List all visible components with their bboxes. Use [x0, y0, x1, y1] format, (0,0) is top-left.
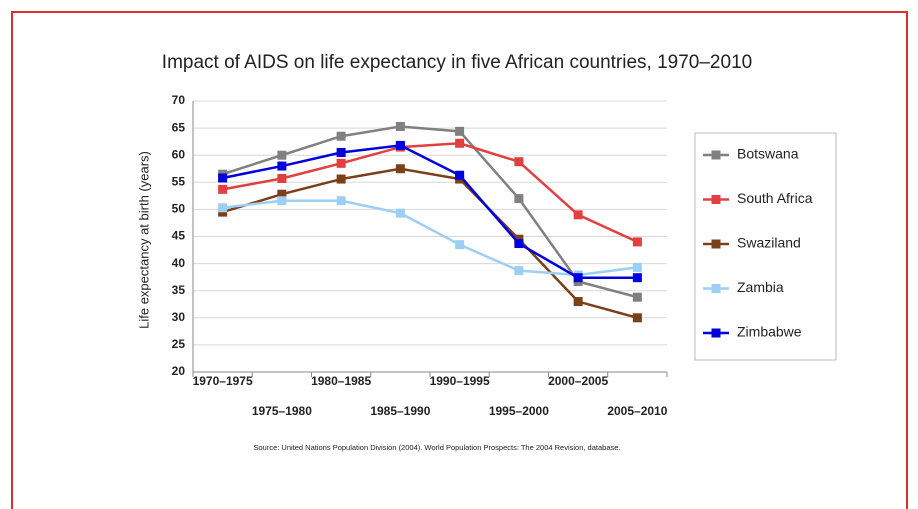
series-line — [222, 144, 638, 279]
series-marker — [632, 273, 642, 283]
y-tick-label: 40 — [172, 256, 186, 270]
y-tick-label: 20 — [172, 364, 186, 378]
series-line — [222, 167, 638, 320]
series-marker — [277, 161, 287, 171]
series-line — [222, 142, 638, 244]
series-marker — [455, 170, 465, 180]
frame — [11, 11, 908, 509]
y-tick-label: 35 — [172, 283, 186, 297]
series-marker — [573, 210, 583, 220]
y-tick-label: 65 — [172, 120, 186, 134]
y-tick-label: 30 — [172, 310, 186, 324]
legend-swatch — [711, 284, 721, 293]
y-tick-label: 45 — [172, 229, 186, 243]
legend-label: Zimbabwe — [737, 324, 802, 340]
y-tick-label: 25 — [172, 337, 186, 351]
y-axis-label: Life expectancy at birth (years) — [136, 151, 151, 329]
series-marker — [632, 313, 642, 323]
legend-label: Zambia — [737, 279, 784, 295]
series-marker — [277, 189, 287, 199]
series-marker — [218, 173, 228, 183]
legend-swatch — [711, 150, 721, 160]
series-marker — [455, 138, 465, 148]
x-tick-label: 1980–1985 — [311, 374, 371, 388]
series-marker — [632, 237, 642, 247]
legend-swatch — [711, 239, 721, 249]
y-tick-label: 60 — [172, 147, 186, 161]
x-tick-label: 1970–1975 — [193, 374, 253, 388]
series-marker — [336, 196, 346, 206]
source-note: Source: United Nations Population Divisi… — [253, 443, 620, 452]
series-line — [222, 125, 638, 299]
series-marker — [514, 239, 524, 249]
legend-swatch — [711, 195, 721, 204]
x-tick-label: 1975–1980 — [252, 404, 312, 418]
series-marker — [277, 196, 287, 206]
series-marker — [218, 203, 228, 213]
series-marker — [218, 184, 228, 194]
legend-label: South Africa — [737, 190, 813, 206]
series-marker — [455, 126, 465, 136]
legend-label: Botswana — [737, 146, 799, 162]
y-tick-label: 55 — [172, 174, 186, 188]
x-tick-label: 2000–2005 — [548, 374, 608, 388]
series-marker — [277, 174, 287, 184]
series-marker — [632, 292, 642, 302]
series-marker — [514, 194, 524, 204]
series-marker — [395, 140, 405, 150]
x-tick-label: 1985–1990 — [370, 404, 430, 418]
x-tick-label: 1995–2000 — [489, 404, 549, 418]
series-marker — [277, 150, 287, 160]
x-tick-label: 2005–2010 — [607, 404, 667, 418]
series-marker — [573, 297, 583, 307]
legend-label: Swaziland — [737, 235, 801, 251]
chart-title: Impact of AIDS on life expectancy in fiv… — [162, 52, 752, 73]
series-marker — [455, 240, 465, 250]
series-marker — [514, 266, 524, 276]
series-marker — [336, 131, 346, 141]
y-tick-label: 70 — [172, 93, 186, 107]
y-tick-label: 50 — [172, 202, 186, 216]
legend-swatch — [711, 328, 721, 338]
series-marker — [514, 157, 524, 167]
series-marker — [395, 121, 405, 131]
series-line — [222, 199, 638, 277]
x-tick-label: 1990–1995 — [430, 374, 490, 388]
series-marker — [395, 164, 405, 174]
series-marker — [336, 174, 346, 184]
series-marker — [336, 147, 346, 157]
series-marker — [395, 208, 405, 218]
series-marker — [336, 158, 346, 168]
series-marker — [573, 273, 583, 283]
series-marker — [632, 262, 642, 272]
